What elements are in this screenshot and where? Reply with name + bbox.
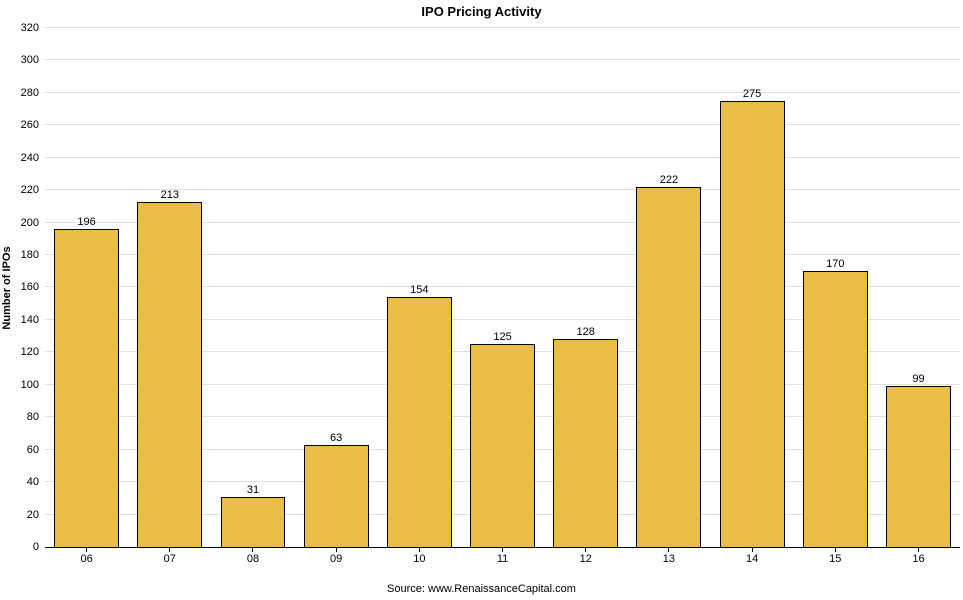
x-tick-mark xyxy=(86,548,88,552)
bar-value-label: 154 xyxy=(410,284,429,297)
bar-band-15: 170 xyxy=(794,28,877,547)
y-tick-label-220: 220 xyxy=(20,184,39,196)
y-tick-label-140: 140 xyxy=(20,314,39,326)
x-tick-label: 09 xyxy=(330,553,343,565)
y-tick-label-320: 320 xyxy=(20,22,39,34)
bar xyxy=(220,496,286,547)
chart-title: IPO Pricing Activity xyxy=(421,4,542,19)
x-band-15: 15 xyxy=(794,548,877,565)
x-tick-mark xyxy=(668,548,670,552)
bar-band-11: 125 xyxy=(461,28,544,547)
gridline-y-300 xyxy=(45,59,960,60)
bar-value-label: 125 xyxy=(493,331,512,344)
x-tick-mark xyxy=(751,548,753,552)
x-tick-label: 13 xyxy=(662,553,676,565)
x-tick-mark xyxy=(169,548,171,552)
bar xyxy=(470,344,535,547)
y-tick-label-80: 80 xyxy=(26,411,39,423)
x-tick-mark xyxy=(585,548,587,552)
bar-value-label: 170 xyxy=(826,258,845,271)
bar xyxy=(386,297,452,547)
y-tick-label-160: 160 xyxy=(20,281,39,293)
x-axis-tick-labels: 06 07 08 09 10 11 12 13 14 15 16 xyxy=(45,548,960,565)
x-tick-label: 11 xyxy=(496,553,509,565)
x-tick-label: 12 xyxy=(579,553,592,565)
y-tick-label-280: 280 xyxy=(20,87,39,99)
bar-value-label: 128 xyxy=(576,326,595,339)
bar-value-label: 31 xyxy=(246,483,260,496)
y-tick-label-120: 120 xyxy=(20,346,39,358)
y-tick-label-300: 300 xyxy=(20,54,39,66)
y-tick-label-260: 260 xyxy=(20,119,39,131)
bar xyxy=(636,186,702,547)
y-tick-label-180: 180 xyxy=(20,249,39,261)
bar xyxy=(802,271,868,547)
bar-value-label: 99 xyxy=(912,373,925,386)
bar xyxy=(886,386,951,547)
x-tick-mark xyxy=(502,548,504,552)
bar-band-07: 213 xyxy=(128,28,211,547)
bar-band-13: 222 xyxy=(627,28,710,547)
gridline-y-180 xyxy=(45,254,960,255)
x-band-11: 11 xyxy=(461,548,544,565)
y-tick-label-20: 20 xyxy=(26,509,39,521)
x-band-13: 13 xyxy=(627,548,710,565)
bars-layer: 196 213 31 63 154 125 128 222 275 170 99 xyxy=(45,28,960,547)
y-tick-label-100: 100 xyxy=(20,379,39,391)
x-tick-label: 16 xyxy=(912,553,925,565)
source-text: Source: www.RenaissanceCapital.com xyxy=(387,583,576,595)
gridline-y-240 xyxy=(45,157,960,158)
x-tick-label: 08 xyxy=(246,553,260,565)
gridline-y-200 xyxy=(45,222,960,223)
x-tick-mark xyxy=(335,548,337,552)
x-band-14: 14 xyxy=(711,548,794,565)
y-tick-label-240: 240 xyxy=(20,152,39,164)
y-tick-label-40: 40 xyxy=(26,476,39,488)
bar-value-label: 196 xyxy=(77,216,96,229)
bar-band-12: 128 xyxy=(544,28,627,547)
x-tick-mark xyxy=(252,548,254,552)
x-band-07: 07 xyxy=(128,548,211,565)
bar xyxy=(553,339,619,547)
gridline-y-260 xyxy=(45,124,960,125)
gridline-y-220 xyxy=(45,189,960,190)
bar-band-06: 196 xyxy=(45,28,128,547)
x-tick-mark xyxy=(917,548,919,552)
bar-value-label: 222 xyxy=(659,173,679,186)
bar xyxy=(303,444,369,547)
x-tick-label: 07 xyxy=(163,553,176,565)
bar xyxy=(54,229,120,547)
x-band-06: 06 xyxy=(45,548,128,565)
gridline-y-160 xyxy=(45,286,960,287)
gridline-y-320 xyxy=(45,27,960,28)
bar-band-14: 275 xyxy=(711,28,794,547)
bar-band-10: 154 xyxy=(378,28,461,547)
bar xyxy=(719,100,785,547)
plot-area: 0 20 40 60 80 100 120 140 160 180 200 220 240 260 280 3… xyxy=(21,22,960,553)
x-band-08: 08 xyxy=(211,548,294,565)
bar-value-label: 63 xyxy=(330,431,343,444)
x-tick-label: 10 xyxy=(413,553,426,565)
bar-value-label: 275 xyxy=(742,87,762,100)
bar-value-label: 213 xyxy=(160,188,179,201)
x-tick-label: 14 xyxy=(745,553,759,565)
x-tick-label: 15 xyxy=(829,553,842,565)
bar-band-08: 31 xyxy=(211,28,294,547)
x-band-10: 10 xyxy=(378,548,461,565)
x-band-16: 16 xyxy=(877,548,960,565)
bar-band-09: 63 xyxy=(295,28,378,547)
bar xyxy=(137,201,203,547)
x-tick-mark xyxy=(418,548,420,552)
x-tick-label: 06 xyxy=(80,553,93,565)
y-tick-label-60: 60 xyxy=(26,444,39,456)
y-tick-label-200: 200 xyxy=(20,217,39,229)
x-tick-mark xyxy=(834,548,836,552)
x-band-12: 12 xyxy=(544,548,627,565)
x-band-09: 09 xyxy=(295,548,378,565)
gridline-y-140 xyxy=(45,319,960,320)
y-tick-label-0: 0 xyxy=(32,541,39,553)
bar-band-16: 99 xyxy=(877,28,960,547)
gridline-y-280 xyxy=(45,92,960,93)
